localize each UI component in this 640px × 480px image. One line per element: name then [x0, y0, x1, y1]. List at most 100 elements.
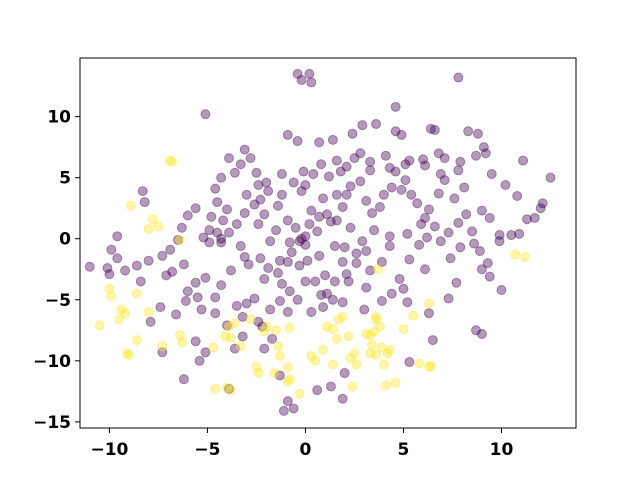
data-point-series-1	[274, 350, 285, 361]
data-point-series-0	[506, 230, 517, 241]
data-point-series-0	[529, 212, 540, 223]
data-point-series-0	[514, 228, 525, 239]
data-point-series-1	[125, 200, 136, 211]
data-point-series-0	[361, 282, 372, 293]
data-point-series-0	[345, 222, 356, 233]
data-point-series-0	[323, 171, 334, 182]
data-point-series-1	[269, 368, 280, 379]
data-point-series-0	[251, 167, 262, 178]
data-point-series-1	[106, 291, 117, 302]
data-point-series-1	[351, 359, 362, 370]
data-point-series-0	[341, 189, 352, 200]
data-point-series-0	[263, 186, 274, 197]
data-point-series-0	[331, 155, 342, 166]
data-point-series-0	[206, 211, 217, 222]
data-point-series-0	[425, 123, 436, 134]
data-point-series-1	[398, 324, 409, 335]
data-point-series-1	[374, 321, 385, 332]
data-point-series-0	[282, 129, 293, 140]
x-tick-label: 0	[300, 440, 312, 460]
data-point-series-0	[165, 244, 176, 255]
data-point-series-0	[318, 302, 329, 313]
data-point-series-1	[384, 344, 395, 355]
data-point-series-0	[316, 159, 327, 170]
data-point-series-0	[365, 265, 376, 276]
data-point-series-0	[224, 227, 234, 238]
data-point-series-0	[243, 259, 254, 270]
data-point-series-0	[282, 256, 293, 267]
data-point-series-1	[371, 349, 382, 360]
data-point-series-1	[253, 368, 264, 379]
data-point-series-1	[367, 339, 378, 350]
data-point-series-1	[347, 381, 358, 392]
data-point-series-0	[131, 260, 142, 271]
data-point-series-1	[174, 330, 185, 341]
data-point-series-0	[294, 260, 305, 271]
data-point-series-0	[322, 288, 333, 299]
data-point-series-0	[276, 189, 287, 200]
data-point-series-0	[296, 74, 307, 85]
data-point-series-0	[274, 296, 285, 306]
y-axis: −15 −10 −5 0 5 10	[33, 108, 80, 433]
data-point-series-0	[276, 169, 287, 180]
x-tick-label: 10	[490, 440, 514, 460]
data-point-series-0	[284, 237, 295, 248]
data-point-series-0	[418, 154, 429, 165]
data-point-series-0	[396, 184, 407, 195]
data-point-series-0	[224, 153, 234, 164]
data-point-series-1	[349, 348, 360, 359]
data-point-series-0	[145, 316, 156, 327]
data-point-series-0	[304, 68, 315, 79]
data-point-series-0	[300, 276, 311, 287]
data-point-series-0	[494, 230, 505, 241]
data-point-series-0	[261, 177, 272, 188]
data-point-series-0	[282, 306, 293, 317]
data-point-series-0	[345, 181, 356, 192]
data-point-series-0	[288, 403, 299, 414]
data-point-series-0	[216, 172, 227, 183]
data-point-series-0	[433, 148, 444, 159]
data-point-series-0	[306, 205, 317, 216]
data-point-series-0	[259, 343, 270, 354]
data-point-series-0	[325, 216, 336, 227]
data-point-series-0	[190, 203, 201, 214]
data-point-series-0	[294, 236, 305, 247]
data-point-series-1	[131, 335, 142, 346]
data-point-series-0	[282, 396, 293, 407]
data-point-series-0	[225, 265, 236, 276]
data-point-series-0	[365, 165, 376, 176]
data-point-series-1	[327, 324, 338, 335]
data-point-series-0	[182, 210, 193, 221]
data-point-series-0	[176, 222, 187, 233]
data-point-series-1	[414, 358, 425, 369]
data-point-series-0	[284, 286, 295, 297]
data-point-series-0	[453, 72, 464, 83]
data-point-series-1	[165, 155, 176, 166]
data-point-series-0	[237, 331, 248, 342]
data-point-series-0	[84, 261, 95, 272]
data-point-series-0	[398, 283, 409, 294]
data-point-series-0	[327, 294, 338, 305]
data-point-series-0	[308, 169, 319, 180]
data-point-series-0	[237, 311, 248, 322]
data-point-series-0	[355, 176, 366, 187]
data-point-series-0	[500, 180, 511, 190]
data-point-series-0	[120, 265, 131, 276]
data-point-series-1	[176, 337, 187, 348]
data-point-series-0	[521, 214, 532, 225]
data-point-series-0	[178, 259, 189, 270]
data-point-series-1	[210, 383, 221, 394]
y-tick-label: 0	[59, 230, 71, 250]
data-point-series-1	[371, 311, 382, 322]
data-point-series-0	[400, 159, 411, 170]
data-point-series-1	[225, 385, 236, 396]
data-point-series-0	[451, 277, 462, 288]
data-point-series-0	[471, 325, 482, 336]
plot-frame	[79, 57, 577, 429]
data-point-series-0	[337, 393, 348, 404]
data-point-series-0	[455, 242, 466, 253]
data-point-series-0	[171, 309, 182, 320]
data-point-series-0	[302, 255, 313, 266]
data-point-series-0	[265, 304, 276, 315]
data-point-series-1	[131, 288, 142, 299]
